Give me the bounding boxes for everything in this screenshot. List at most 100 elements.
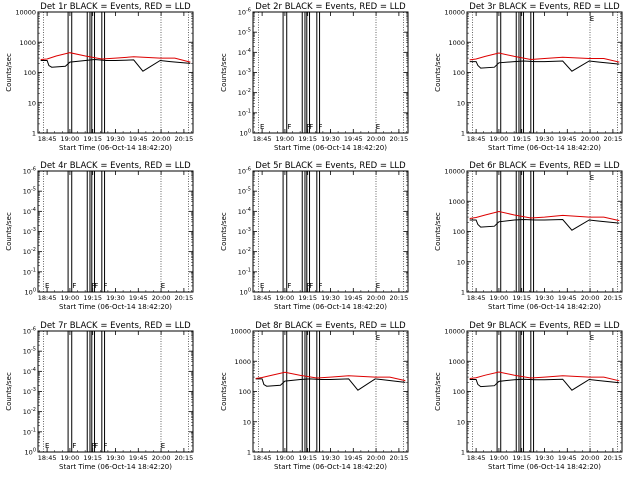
x-tick-label: 19:15 [512, 294, 531, 302]
x-tick-label: 20:15 [175, 454, 194, 462]
plot-frame [466, 330, 623, 453]
panel-title: Det 4r BLACK = Events, RED = LLD [40, 161, 191, 171]
x-tick-label: 19:45 [344, 135, 363, 143]
y-tick-label: 10-6 [23, 327, 36, 336]
y-tick-label: 10-6 [238, 8, 251, 17]
y-tick-label: 100 [24, 69, 36, 77]
panel-det-3: Det 3r BLACK = Events, RED = LLD Counts/s… [434, 2, 623, 152]
panel-det-6: Det 6r BLACK = Events, RED = LLD Counts/s… [434, 161, 623, 311]
x-tick-label: 19:15 [83, 294, 102, 302]
y-tick-label: 100 [453, 228, 465, 236]
y-tick-label: 10-5 [23, 187, 36, 196]
flag-marker: F [103, 282, 107, 290]
y-tick-label: 10 [28, 99, 36, 107]
x-tick-label: 19:30 [535, 135, 554, 143]
x-tick-label: 20:00 [367, 135, 386, 143]
x-tick-label: 19:00 [276, 294, 295, 302]
y-axis-label: Counts/sec [220, 372, 228, 411]
y-axis-label: Counts/sec [434, 212, 442, 251]
panel-det-7: Det 7r BLACK = Events, RED = LLD Counts/s… [5, 321, 194, 471]
plot-frame [252, 11, 409, 134]
flag-marker: F [318, 282, 322, 290]
events-series-line [469, 378, 620, 391]
lld-series-line [255, 371, 406, 382]
x-tick-label: 18:45 [467, 454, 486, 462]
y-tick-label: 10-3 [238, 227, 251, 236]
x-tick-label: 19:30 [535, 454, 554, 462]
x-tick-label: 19:00 [490, 294, 509, 302]
x-tick-label: 19:15 [83, 454, 102, 462]
y-tick-label: 10 [457, 99, 465, 107]
y-tick-label: 100 [25, 448, 36, 457]
plot-frame [37, 11, 194, 134]
flag-marker: E [590, 174, 594, 182]
plot-frame [466, 170, 623, 293]
y-tick-label: 10000 [444, 328, 465, 336]
x-tick-label: 19:45 [129, 294, 148, 302]
x-tick-label: 20:00 [152, 294, 171, 302]
y-tick-label: 1000 [19, 39, 36, 47]
panel-title: Det 7r BLACK = Events, RED = LLD [40, 321, 191, 331]
y-tick-label: 10-1 [23, 267, 36, 276]
panel-title: Det 9r BLACK = Events, RED = LLD [469, 321, 620, 331]
x-axis-label: Start Time (06-Oct-14 18:42:20) [59, 303, 172, 311]
x-tick-label: 19:30 [321, 454, 340, 462]
flag-marker: F [91, 442, 95, 450]
x-tick-label: 19:45 [558, 454, 577, 462]
flag-marker: F [287, 123, 291, 131]
x-tick-label: 19:00 [490, 135, 509, 143]
y-tick-label: 10-1 [238, 267, 251, 276]
x-tick-label: 19:00 [276, 135, 295, 143]
y-tick-label: 1000 [448, 358, 465, 366]
y-axis-label: Counts/sec [220, 53, 228, 92]
x-tick-label: 20:00 [581, 454, 600, 462]
x-tick-label: 19:15 [512, 135, 531, 143]
x-tick-label: 18:45 [467, 294, 486, 302]
y-tick-label: 100 [25, 288, 36, 297]
x-axis-label: Start Time (06-Oct-14 18:42:20) [488, 303, 601, 311]
y-tick-label: 10-5 [23, 347, 36, 356]
panel-title: Det 8r BLACK = Events, RED = LLD [255, 321, 406, 331]
flag-marker: E [45, 442, 49, 450]
y-tick-label: 10000 [444, 168, 465, 176]
y-tick-label: 10-4 [238, 207, 251, 216]
y-tick-label: 10-3 [23, 227, 36, 236]
x-tick-label: 18:45 [253, 294, 272, 302]
plot-frame [252, 330, 409, 453]
x-tick-label: 19:30 [321, 294, 340, 302]
panel-det-5: Det 5r BLACK = Events, RED = LLD Counts/s… [220, 161, 409, 311]
x-tick-label: 18:45 [38, 454, 57, 462]
y-tick-label: 10-4 [23, 367, 36, 376]
flag-marker: F [94, 442, 98, 450]
x-tick-label: 19:30 [106, 294, 125, 302]
x-tick-label: 19:15 [512, 454, 531, 462]
y-tick-label: 10-6 [23, 167, 36, 176]
y-axis-label: Counts/sec [434, 372, 442, 411]
x-tick-label: 19:15 [83, 135, 102, 143]
plot-frame [252, 170, 409, 293]
flag-marker: F [72, 442, 76, 450]
y-tick-label: 10-5 [238, 28, 251, 37]
flag-marker: F [306, 123, 310, 131]
events-series-line [255, 378, 406, 391]
y-tick-label: 1 [461, 449, 465, 457]
flag-marker: E [376, 123, 380, 131]
events-series-line [40, 58, 191, 72]
flag-marker: E [376, 282, 380, 290]
x-axis-label: Start Time (06-Oct-14 18:42:20) [59, 144, 172, 152]
y-tick-label: 100 [240, 288, 251, 297]
x-tick-label: 18:45 [38, 294, 57, 302]
y-tick-label: 1 [32, 130, 36, 138]
x-tick-label: 19:30 [106, 135, 125, 143]
x-axis-label: Start Time (06-Oct-14 18:42:20) [488, 144, 601, 152]
x-tick-label: 20:00 [152, 454, 171, 462]
y-tick-label: 1000 [448, 39, 465, 47]
x-tick-label: 19:00 [61, 294, 80, 302]
x-tick-label: 20:00 [581, 135, 600, 143]
y-tick-label: 10-2 [23, 247, 36, 256]
flag-marker: E [590, 334, 594, 342]
flag-marker: F [309, 282, 313, 290]
flag-marker: E [45, 282, 49, 290]
y-tick-label: 1000 [234, 358, 251, 366]
